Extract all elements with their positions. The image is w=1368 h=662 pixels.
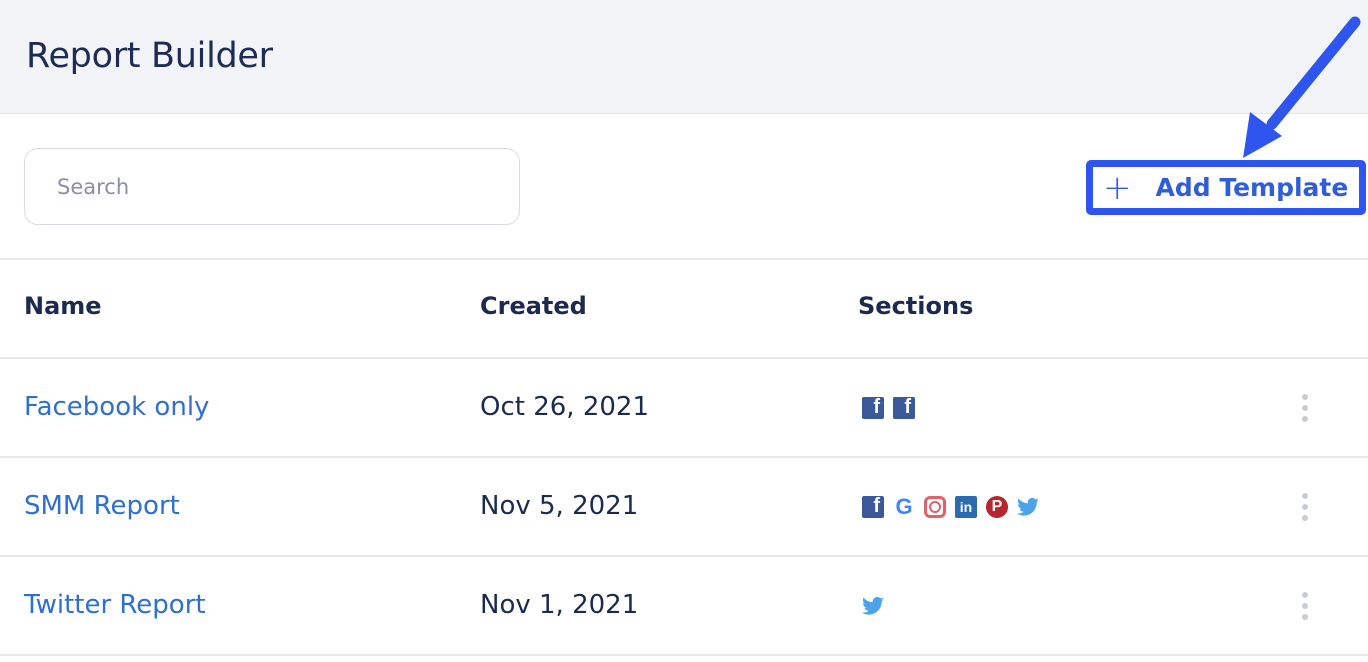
- page-title: Report Builder: [26, 36, 273, 76]
- facebook-icon: f: [862, 396, 884, 419]
- twitter-icon: [862, 595, 884, 617]
- add-template-button[interactable]: + Add Template: [1086, 160, 1366, 215]
- column-header-created[interactable]: Created: [480, 292, 587, 320]
- sections-icons: [862, 595, 884, 617]
- page-header: Report Builder: [0, 0, 1368, 114]
- pinterest-icon: P: [986, 496, 1008, 518]
- instagram-icon: [924, 496, 946, 518]
- search-input[interactable]: [24, 148, 520, 225]
- divider: [0, 456, 1368, 458]
- created-date: Oct 26, 2021: [480, 392, 649, 422]
- template-name-link[interactable]: SMM Report: [24, 491, 180, 521]
- google-icon: G: [895, 494, 913, 519]
- table-row: Twitter Report Nov 1, 2021: [0, 556, 1368, 655]
- facebook-icon: f: [862, 495, 884, 518]
- divider: [0, 555, 1368, 557]
- twitter-icon: [1017, 496, 1039, 518]
- add-template-label: Add Template: [1155, 173, 1349, 202]
- template-name-link[interactable]: Twitter Report: [24, 590, 206, 620]
- linkedin-icon: in: [955, 496, 977, 518]
- created-date: Nov 5, 2021: [480, 491, 639, 521]
- divider: [0, 357, 1368, 359]
- more-options-icon[interactable]: [1302, 394, 1312, 422]
- column-header-sections: Sections: [858, 292, 974, 320]
- column-header-name[interactable]: Name: [24, 292, 102, 320]
- divider: [0, 654, 1368, 656]
- facebook-icon: f: [893, 396, 915, 419]
- template-name-link[interactable]: Facebook only: [24, 392, 210, 422]
- plus-icon: +: [1103, 167, 1132, 208]
- more-options-icon[interactable]: [1302, 493, 1312, 521]
- created-date: Nov 1, 2021: [480, 590, 639, 620]
- divider: [0, 258, 1368, 260]
- more-options-icon[interactable]: [1302, 592, 1312, 620]
